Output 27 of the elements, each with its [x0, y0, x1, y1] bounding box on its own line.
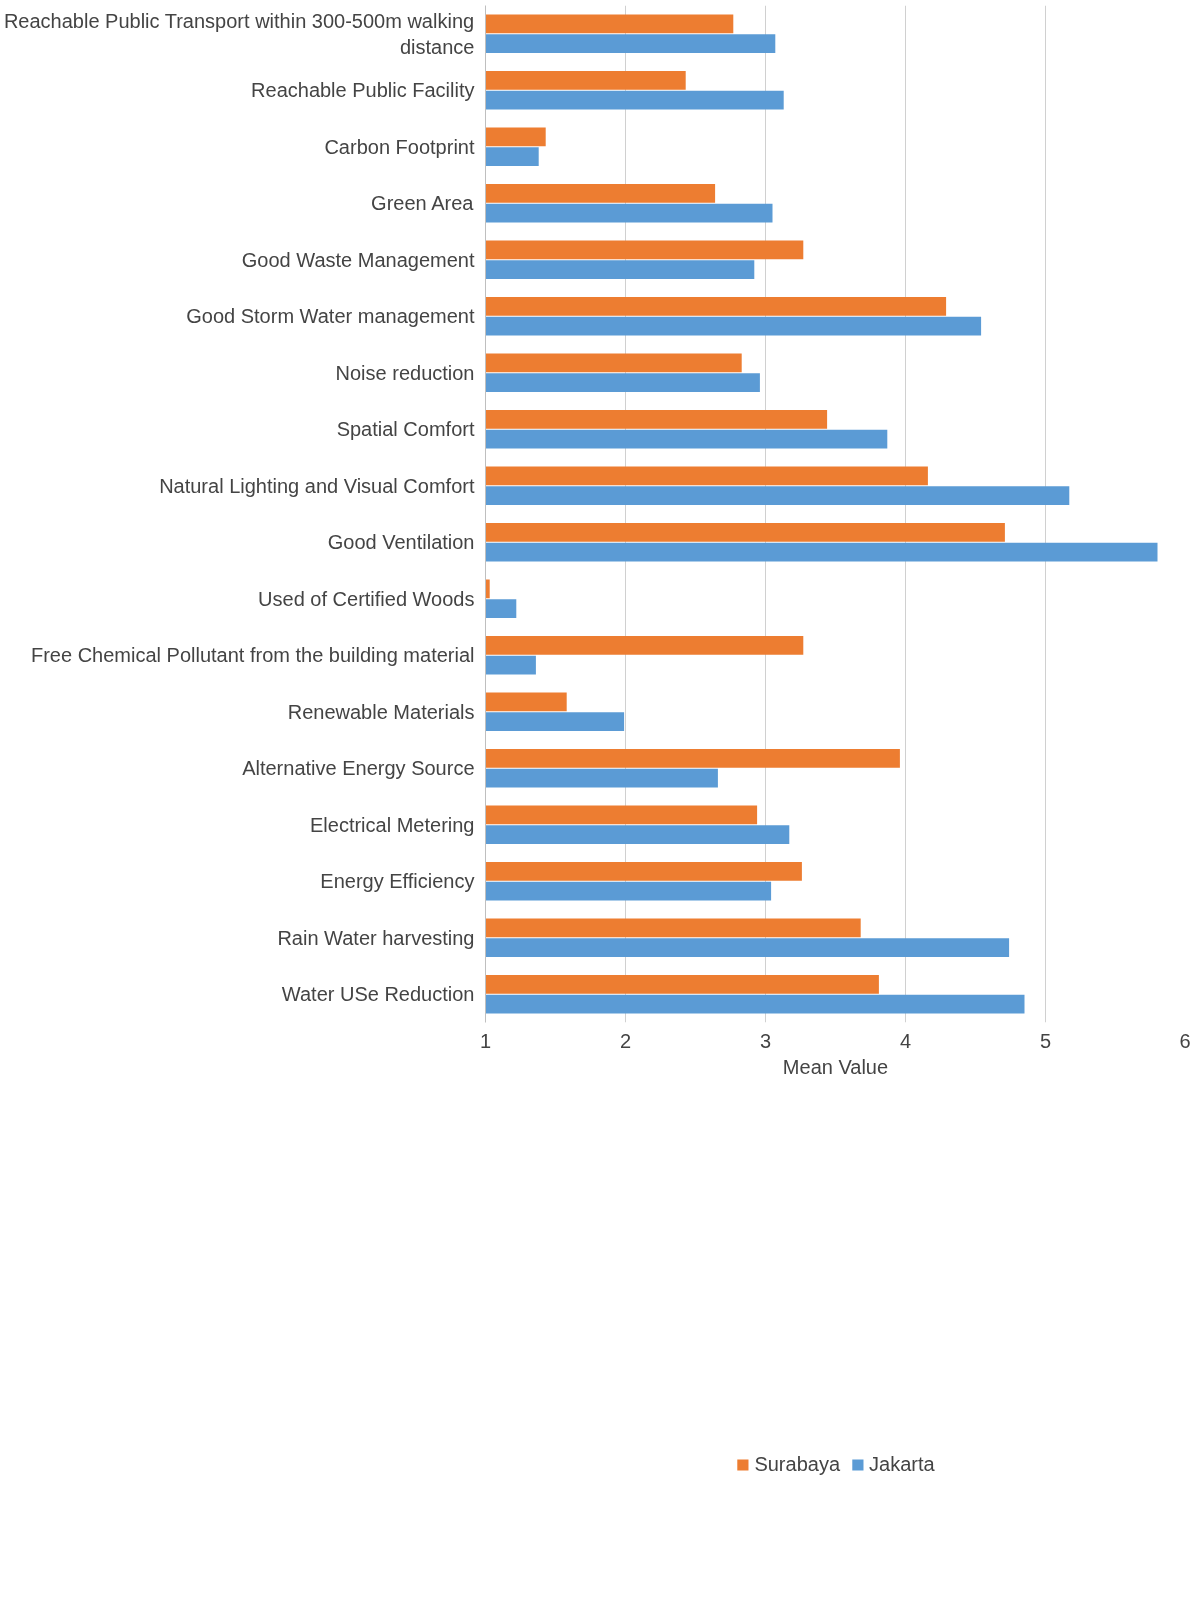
x-tick-label: 3: [759, 1029, 772, 1052]
legend-label: Jakarta: [869, 1452, 935, 1476]
y-tick-label: Rain Water harvesting: [277, 926, 475, 949]
y-tick-label: Free Chemical Pollutant from the building material: [30, 644, 475, 667]
y-tick-label: Renewable Materials: [287, 700, 475, 723]
x-tick-label: 5: [1039, 1029, 1052, 1052]
y-tick-label: Water USe Reduction: [281, 983, 475, 1006]
y-tick-label: Carbon Footprint: [324, 135, 475, 158]
y-tick-label: Reachable Public Facility: [251, 79, 475, 102]
y-tick-label: Good Waste Management: [241, 248, 475, 271]
y-tick-label: Noise reduction: [335, 361, 475, 384]
y-tick-label: Good Storm Water management: [186, 305, 475, 328]
y-tick-label: Used of Certified Woods: [258, 587, 475, 610]
x-tick-label: 1: [479, 1029, 492, 1052]
y-tick-label: Natural Lighting and Visual Comfort: [159, 474, 475, 497]
y-tick-label: Green Area: [371, 192, 475, 215]
x-tick-label: 6: [1179, 1029, 1191, 1052]
y-tick-label: Alternative Energy Source: [242, 757, 475, 780]
x-tick-label: 2: [619, 1029, 632, 1052]
x-axis-title: Mean Value: [782, 1055, 889, 1078]
y-tick-label: Good Ventilation: [327, 531, 475, 554]
x-tick-label: 4: [899, 1029, 912, 1052]
legend-label: Surabaya: [754, 1452, 841, 1476]
y-tick-label: Reachable Public Transport within 300-500m walking distance: [3, 9, 475, 58]
y-tick-label: Electrical Metering: [310, 813, 475, 836]
y-tick-label: Spatial Comfort: [336, 418, 475, 441]
y-tick-label: Energy Efficiency: [320, 870, 475, 893]
